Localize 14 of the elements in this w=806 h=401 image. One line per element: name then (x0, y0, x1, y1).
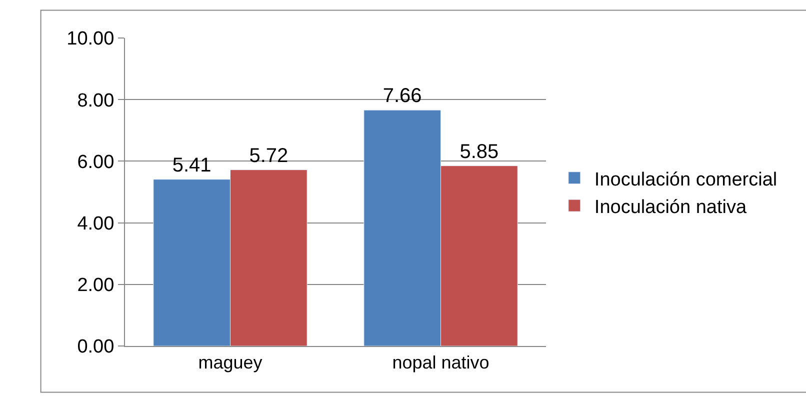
data-label: 5.72 (249, 144, 288, 167)
legend-label: Inoculación nativa (594, 196, 747, 218)
y-tick-label: 0.00 (77, 336, 114, 358)
y-tick-label: 4.00 (77, 213, 114, 234)
data-label: 5.41 (172, 154, 212, 176)
y-tick-label: 10.00 (66, 28, 114, 50)
legend-label: Inoculación comercial (594, 169, 778, 190)
x-tick-label: nopal nativo (392, 352, 490, 373)
y-tick-label: 2.00 (77, 275, 114, 296)
y-tick-label: 6.00 (77, 152, 114, 173)
data-label: 7.66 (382, 85, 422, 108)
y-tick-label: 8.00 (77, 90, 114, 112)
data-label: 5.85 (460, 140, 499, 163)
x-tick-label: maguey (198, 352, 262, 373)
